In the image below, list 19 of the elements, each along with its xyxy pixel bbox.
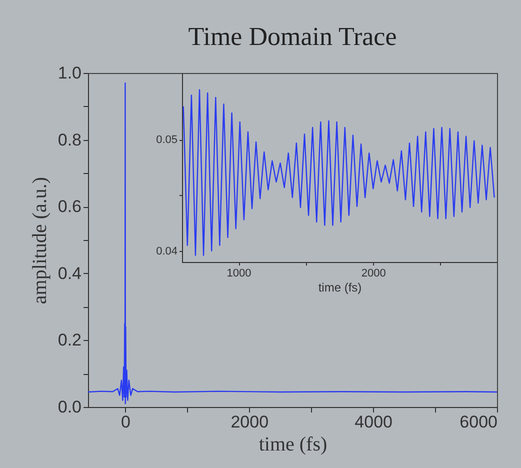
- x-axis-title: time (fs): [318, 280, 362, 294]
- y-tick-label: 0.6: [58, 197, 82, 216]
- y-tick-label: 0.04: [156, 245, 178, 258]
- x-tick-label: 6000: [460, 412, 498, 432]
- x-tick-label: 1000: [226, 268, 252, 280]
- y-axis-title: amplitude (a.u.): [28, 176, 51, 304]
- y-tick-label: 0.8: [58, 130, 82, 150]
- y-tick-label: 0.4: [58, 264, 82, 283]
- y-tick-label: 0.05: [156, 134, 178, 146]
- y-tick-label: 1.0: [58, 64, 82, 82]
- line-series: [182, 89, 495, 256]
- x-tick-label: 0: [120, 412, 130, 432]
- y-tick-label: 0.0: [58, 398, 82, 416]
- x-tick-label: 2000: [230, 412, 269, 432]
- x-tick-label: 2000: [361, 268, 386, 280]
- x-tick-label: 4000: [354, 412, 392, 432]
- x-axis-title: time (fs): [258, 434, 328, 456]
- y-tick-label: 0.2: [58, 330, 82, 350]
- chart-title: Time Domain Trace: [188, 22, 397, 51]
